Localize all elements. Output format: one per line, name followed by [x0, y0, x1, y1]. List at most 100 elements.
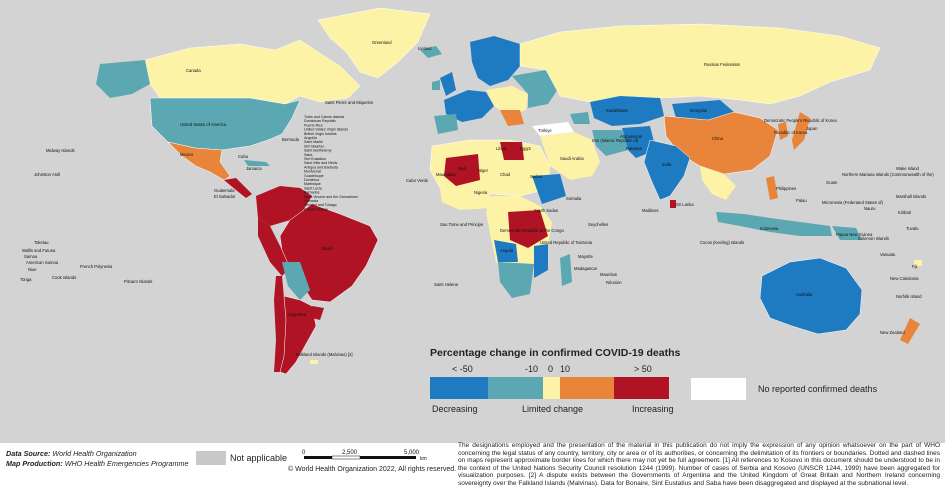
- label-pakistan: Pakistan: [626, 146, 643, 151]
- label-caribbean-island: British Virgin Islands: [304, 132, 337, 136]
- legend-swatch-increasing-strong: [614, 377, 669, 399]
- label-mali: Mali: [458, 166, 466, 171]
- disclaimer: The designations employed and the presen…: [458, 442, 940, 487]
- drc-shape: [508, 210, 548, 248]
- legend-increasing-label: Increasing: [632, 404, 674, 414]
- legend-tick-lt-50: < -50: [452, 364, 473, 374]
- scale-bar: 0 2,500 5,000 km: [302, 450, 427, 462]
- label-chad: Chad: [500, 172, 511, 177]
- not-applicable-swatch: [196, 451, 226, 465]
- label-sri-lanka: Sri Lanka: [676, 202, 694, 207]
- label-mauritania: Mauritania: [436, 172, 456, 177]
- label-nigeria: Nigeria: [474, 190, 488, 195]
- label-fiji: Fiji: [912, 264, 917, 269]
- label-south-sudan: South Sudan: [534, 208, 559, 213]
- label-korea-rep: Republic of Korea: [774, 130, 808, 135]
- label-caribbean-island: Guadeloupe: [304, 174, 324, 178]
- label-afghanistan: Afghanistan: [620, 134, 643, 139]
- label-new-caledonia: New Caledonia: [890, 276, 919, 281]
- label-caribbean-island: Martinique: [304, 182, 321, 186]
- label-cabo-verde: Cabo Verde: [406, 178, 429, 183]
- label-greenland: Greenland: [372, 40, 392, 45]
- label-drc: Democratic Republic of the Congo: [500, 228, 564, 233]
- central-america-shape: [224, 178, 252, 198]
- label-niger: Niger: [478, 168, 489, 173]
- label-nauru: Nauru: [864, 206, 876, 211]
- label-usa: United States of America: [180, 122, 227, 127]
- iberia-shape: [434, 114, 458, 134]
- data-source: Data Source: World Health Organization: [6, 449, 137, 458]
- label-caribbean-island: Trinidad and Tobago: [304, 203, 337, 207]
- label-mexico: Mexico: [180, 152, 194, 157]
- w-europe-shape: [444, 90, 494, 122]
- scale-segment-1: [304, 456, 332, 459]
- w-africa-shape: [440, 188, 492, 210]
- falkland-shape: [310, 360, 318, 364]
- legend-tick-0: 0: [548, 364, 554, 374]
- label-mongolia: Mongolia: [690, 108, 708, 113]
- label-reunion: Réunion: [606, 280, 622, 285]
- label-fr-polynesia: French Polynesia: [80, 264, 113, 269]
- mozambique-shape: [534, 244, 548, 278]
- japan-shape: [792, 112, 810, 150]
- label-solomon: Solomon Islands: [858, 236, 889, 241]
- label-kazakhstan: Kazakhstan: [606, 108, 629, 113]
- label-caribbean-island: Barbados: [304, 191, 320, 195]
- cuba-shape: [244, 160, 270, 166]
- label-mayotte: Mayotte: [578, 254, 594, 259]
- label-australia: Australia: [796, 292, 813, 297]
- label-caribbean-island: Saint Barthélemy: [304, 149, 332, 153]
- greenland-shape: [317, 7, 431, 79]
- label-caribbean-island: Saint Lucia: [304, 186, 322, 190]
- legend-swatch-decreasing: [488, 377, 543, 399]
- label-madagascar: Madagascar: [574, 266, 598, 271]
- label-kiribati: Kiribati: [898, 210, 911, 215]
- scale-tick-5000: 5,000: [404, 450, 420, 456]
- label-tanzania: United Republic of Tanzania: [540, 240, 593, 245]
- s-africa-shape: [498, 262, 534, 298]
- uk-shape: [440, 72, 456, 96]
- label-caribbean-island: Saint Martin: [304, 140, 323, 144]
- label-canada: Canada: [186, 68, 201, 73]
- label-bermuda: Bermuda: [282, 137, 300, 142]
- map-labels: Greenland Iceland Canada United States o…: [20, 40, 934, 357]
- label-saudi: Saudi Arabia: [560, 156, 584, 161]
- bolivia-paraguay-shape: [282, 262, 310, 300]
- ethiopia-shape: [532, 174, 566, 204]
- label-wake: Wake Island: [896, 166, 920, 171]
- label-india: India: [662, 162, 672, 167]
- india-shape: [643, 139, 691, 201]
- legend-title: Percentage change in confirmed COVID-19 …: [430, 347, 681, 359]
- label-angola: Angola: [500, 248, 514, 253]
- label-jamaica: Jamaica: [246, 166, 262, 171]
- label-maldives: Maldives: [642, 208, 659, 213]
- footer: [0, 443, 945, 489]
- egypt-libya-shape: [500, 142, 524, 160]
- legend-swatch-decreasing-strong: [430, 377, 488, 399]
- label-brazil: Brazil: [322, 246, 333, 251]
- fiji-shape: [914, 260, 922, 266]
- label-png: Papua New Guinea: [836, 232, 873, 237]
- label-el-salvador: El Salvador: [214, 194, 236, 199]
- legend-tick-10: 10: [560, 364, 571, 374]
- legend-tick-gt-50: > 50: [634, 364, 652, 374]
- label-cook: Cook Islands: [52, 275, 76, 280]
- argentina-shape: [279, 295, 317, 375]
- label-libya: Libya: [496, 146, 507, 151]
- iran-shape: [592, 130, 628, 156]
- label-caribbean-island: Sint Eustatius: [304, 157, 326, 161]
- label-russia: Russian Federation: [704, 62, 741, 67]
- alaska-shape: [96, 60, 150, 98]
- legend-decreasing-label: Decreasing: [432, 404, 478, 414]
- madagascar-shape: [560, 254, 572, 286]
- uruguay-shape: [312, 306, 324, 320]
- sri-lanka-shape: [670, 200, 676, 208]
- label-caribbean-island: Grenada: [304, 199, 318, 203]
- se-asia-shape: [700, 166, 736, 200]
- label-stp: Sao Tome and Principe: [440, 222, 484, 227]
- label-cocos: Cocos (Keeling) Islands: [700, 240, 744, 245]
- label-philippines: Philippines: [776, 186, 796, 191]
- label-st-helena: Saint Helena: [434, 282, 459, 287]
- scale-tick-2500: 2,500: [342, 450, 358, 456]
- label-am-samoa: American Samoa: [26, 260, 59, 265]
